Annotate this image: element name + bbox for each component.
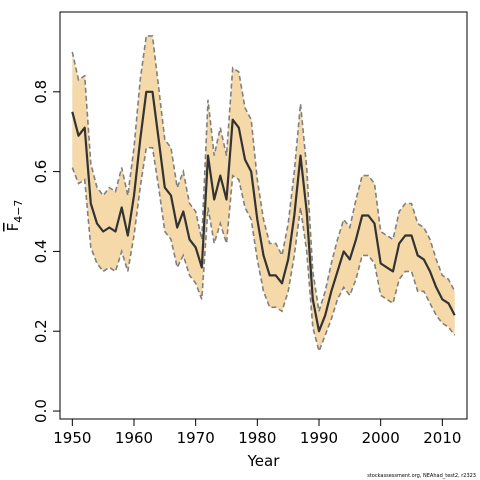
y-axis-title-sub: 4−7	[12, 200, 25, 223]
x-tick-label: 1950	[53, 429, 91, 447]
credit-text: stockassessment.org, NEAhad_test2, r2323	[367, 473, 476, 479]
x-tick-label: 1960	[115, 429, 153, 447]
y-axis-title-main: F	[4, 223, 22, 232]
x-axis-title: Year	[247, 452, 281, 470]
y-tick-label: 0.4	[32, 239, 50, 263]
upper-bound-line	[71, 35, 456, 312]
y-axis: 0.0 0.2 0.4 0.6 0.8	[32, 80, 60, 423]
estimate-line	[71, 90, 456, 333]
plot-border	[59, 11, 468, 420]
x-tick-label: 2010	[423, 429, 461, 447]
svg-text:F4−7: F4−7	[4, 200, 25, 232]
y-tick-label: 0.8	[32, 80, 50, 104]
x-tick-label: 1970	[177, 429, 215, 447]
y-tick-label: 0.6	[32, 160, 50, 184]
x-tick-label: 1980	[238, 429, 276, 447]
x-axis: 1950 1960 1970 1980 1990 2000 2010	[53, 419, 461, 447]
y-tick-label: 0.2	[32, 319, 50, 343]
lower-bound-line	[71, 146, 456, 354]
x-tick-label: 1990	[300, 429, 338, 447]
y-tick-label: 0.0	[32, 399, 50, 423]
y-axis-title: F4−7	[4, 200, 25, 232]
x-tick-label: 2000	[362, 429, 400, 447]
